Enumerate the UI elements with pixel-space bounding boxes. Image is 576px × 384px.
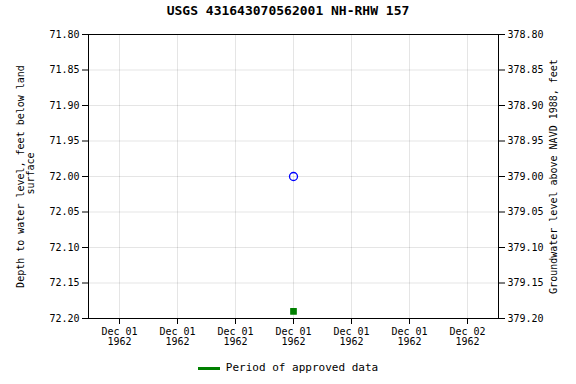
svg-text:72.20: 72.20 bbox=[49, 313, 79, 324]
svg-text:72.15: 72.15 bbox=[49, 277, 79, 288]
svg-text:72.10: 72.10 bbox=[49, 242, 79, 253]
svg-text:378.85: 378.85 bbox=[508, 64, 544, 75]
svg-text:Dec 011962: Dec 011962 bbox=[101, 326, 137, 347]
svg-text:Dec 011962: Dec 011962 bbox=[391, 326, 427, 347]
html-text:USGS 431643070562001 NH-RHW 15: USGS 431643070562001 NH-RHW 157 bbox=[166, 3, 410, 18]
svg-text:378.80: 378.80 bbox=[508, 29, 544, 40]
svg-text:71.95: 71.95 bbox=[49, 135, 79, 146]
svg-text:Groundwater level above NAVD 1: Groundwater level above NAVD 1988, feet bbox=[548, 59, 559, 294]
svg-text:Dec 011962: Dec 011962 bbox=[333, 326, 369, 347]
svg-text:72.00: 72.00 bbox=[49, 171, 79, 182]
svg-text:71.80: 71.80 bbox=[49, 29, 79, 40]
svg-text:Depth to water level, feet bel: Depth to water level, feet below land su… bbox=[15, 65, 36, 288]
svg-text:378.90: 378.90 bbox=[508, 100, 544, 111]
svg-text:378.95: 378.95 bbox=[508, 135, 544, 146]
svg-text:72.05: 72.05 bbox=[49, 206, 79, 217]
svg-text:Dec 011962: Dec 011962 bbox=[217, 326, 253, 347]
svg-text:Dec 011962: Dec 011962 bbox=[159, 326, 195, 347]
svg-text:379.05: 379.05 bbox=[508, 206, 544, 217]
svg-text:379.10: 379.10 bbox=[508, 242, 544, 253]
svg-text:71.85: 71.85 bbox=[49, 64, 79, 75]
svg-text:Dec 021962: Dec 021962 bbox=[449, 326, 485, 347]
svg-text:71.90: 71.90 bbox=[49, 100, 79, 111]
svg-text:379.20: 379.20 bbox=[508, 313, 544, 324]
html-text:Period of approved data: Period of approved data bbox=[225, 361, 379, 374]
svg-text:379.00: 379.00 bbox=[508, 171, 544, 182]
svg-text:Dec 011962: Dec 011962 bbox=[275, 326, 311, 347]
svg-text:379.15: 379.15 bbox=[508, 277, 544, 288]
